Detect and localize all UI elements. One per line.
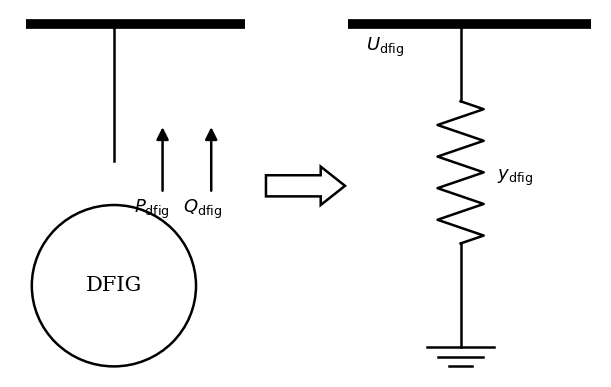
Text: DFIG: DFIG <box>86 276 142 295</box>
Text: $U_{\mathrm{dfig}}$: $U_{\mathrm{dfig}}$ <box>367 36 404 59</box>
Text: $y_{\mathrm{dfig}}$: $y_{\mathrm{dfig}}$ <box>497 168 533 188</box>
Text: $P_{\mathrm{dfig}}$: $P_{\mathrm{dfig}}$ <box>134 197 170 221</box>
Text: $Q_{\mathrm{dfig}}$: $Q_{\mathrm{dfig}}$ <box>183 197 222 221</box>
Polygon shape <box>266 167 345 205</box>
